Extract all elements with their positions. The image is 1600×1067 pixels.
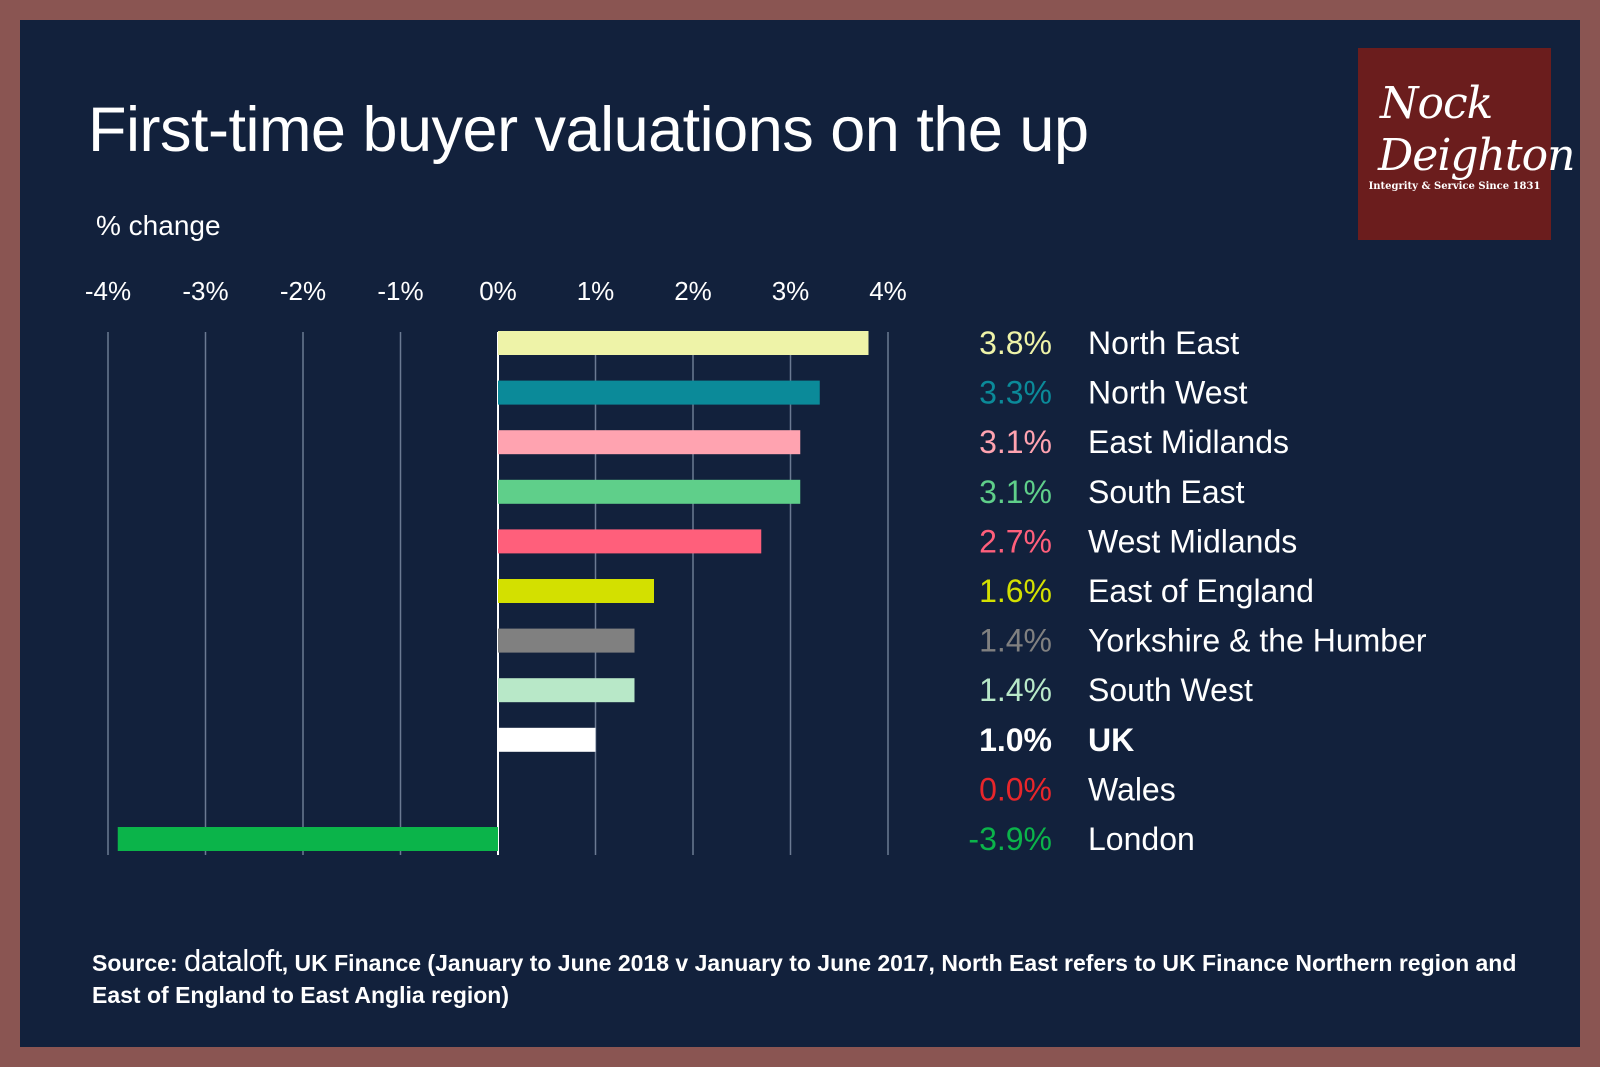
page-title: First-time buyer valuations on the up: [88, 95, 1089, 165]
category-label: West Midlands: [1088, 523, 1297, 559]
bar: [498, 331, 869, 355]
bar: [498, 628, 635, 653]
bar: [498, 727, 596, 752]
x-tick-label: 0%: [479, 276, 517, 306]
category-label: Wales: [1088, 771, 1176, 807]
category-label: East of England: [1088, 573, 1314, 609]
category-label: London: [1088, 821, 1195, 857]
x-tick-label: 3%: [772, 276, 810, 306]
data-label: 3.1%: [979, 474, 1052, 510]
category-label: UK: [1088, 722, 1134, 758]
axis-label: % change: [96, 210, 221, 241]
bar: [117, 827, 498, 851]
bar: [498, 529, 762, 554]
category-label: South East: [1088, 474, 1245, 510]
data-label: 3.8%: [979, 325, 1052, 361]
source-brand: dataloft: [184, 943, 282, 978]
data-label: 2.7%: [979, 523, 1052, 559]
x-tick-label: -2%: [280, 276, 326, 306]
infographic-frame: First-time buyer valuations on the up % …: [20, 20, 1580, 1047]
category-label: Yorkshire & the Humber: [1088, 623, 1427, 659]
x-tick-label: -1%: [377, 276, 423, 306]
x-tick-label: -3%: [182, 276, 228, 306]
data-label: 0.0%: [979, 771, 1052, 807]
x-tick-label: 1%: [577, 276, 615, 306]
bar: [498, 380, 820, 405]
data-label: 1.0%: [979, 722, 1052, 758]
category-label: North East: [1088, 325, 1239, 361]
bar: [498, 579, 654, 603]
bar: [498, 678, 635, 703]
bar: [498, 430, 801, 455]
data-label: 3.1%: [979, 424, 1052, 460]
data-label: 1.4%: [979, 623, 1052, 659]
logo-text-line1: Nock: [1380, 78, 1493, 129]
source-note: Source: dataloft, UK Finance (January to…: [92, 945, 1532, 1011]
data-label: 1.6%: [979, 573, 1052, 609]
x-tick-label: -4%: [85, 276, 131, 306]
x-tick-label: 2%: [674, 276, 712, 306]
logo-text-line2: Deighton: [1378, 130, 1575, 181]
category-label: North West: [1088, 375, 1248, 411]
x-tick-label: 4%: [869, 276, 907, 306]
data-label: -3.9%: [968, 821, 1052, 857]
data-label: 1.4%: [979, 672, 1052, 708]
category-label: East Midlands: [1088, 424, 1289, 460]
bar: [498, 479, 801, 504]
bar-chart: -4% -3% -2% -1% 0% 1% 2% 3% 4% 3.8% North East 3.3%…: [85, 276, 1427, 857]
source-prefix: Source:: [92, 950, 185, 976]
source-details: , UK Finance (January to June 2018 v Jan…: [92, 950, 1517, 1008]
category-label: South West: [1088, 672, 1253, 708]
logo-tagline: Integrity & Service Since 1831: [1368, 181, 1541, 192]
brand-logo: Nock Deighton Integrity & Service Since …: [1358, 48, 1575, 240]
data-label: 3.3%: [979, 375, 1052, 411]
